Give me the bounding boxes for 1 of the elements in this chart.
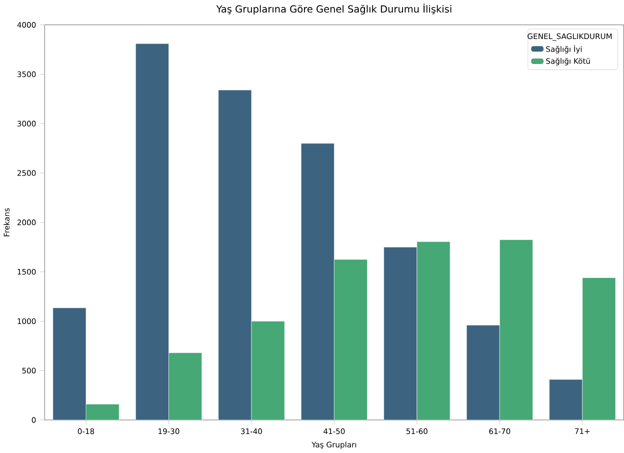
chart-title: Yaş Gruplarına Göre Genel Sağlık Durumu İlişkisi	[216, 4, 452, 15]
